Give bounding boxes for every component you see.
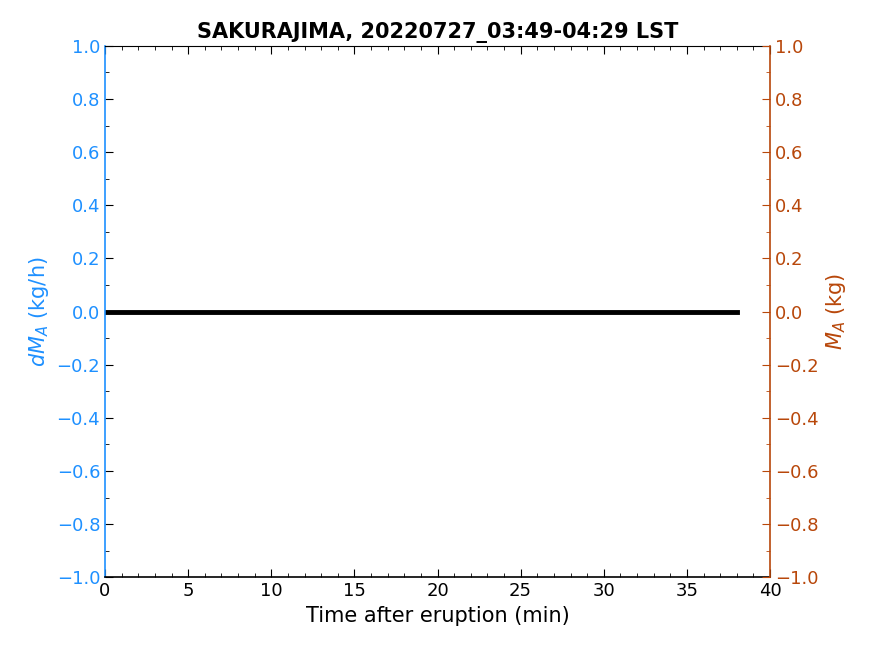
X-axis label: Time after eruption (min): Time after eruption (min) <box>305 605 570 626</box>
Title: SAKURAJIMA, 20220727_03:49-04:29 LST: SAKURAJIMA, 20220727_03:49-04:29 LST <box>197 22 678 43</box>
Y-axis label: $M_A$ (kg): $M_A$ (kg) <box>824 273 848 350</box>
Y-axis label: $dM_A$ (kg/h): $dM_A$ (kg/h) <box>27 256 51 367</box>
